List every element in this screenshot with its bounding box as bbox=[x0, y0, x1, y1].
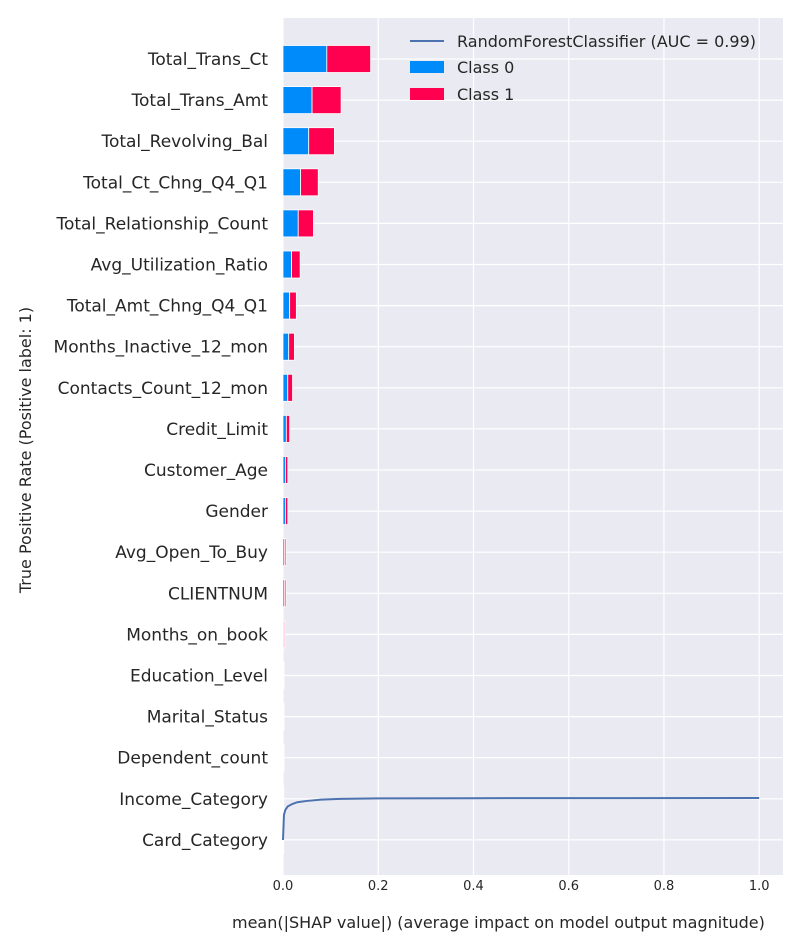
feature-label: Credit_Limit bbox=[166, 420, 268, 440]
feature-label: Total_Relationship_Count bbox=[55, 214, 268, 234]
bar-class-1 bbox=[300, 168, 319, 197]
bar-class-1 bbox=[285, 414, 291, 443]
feature-label: Total_Trans_Ct bbox=[147, 50, 268, 70]
bars bbox=[282, 45, 372, 854]
y-axis-label: True Positive Rate (Positive label: 1) bbox=[16, 307, 35, 594]
plot-background bbox=[283, 18, 783, 875]
bar-class-1 bbox=[308, 127, 335, 156]
legend-label-1: Class 1 bbox=[457, 85, 514, 104]
feature-label: Months_Inactive_12_mon bbox=[54, 338, 268, 358]
feature-label: Card_Category bbox=[142, 831, 268, 851]
feature-label: Income_Category bbox=[119, 790, 268, 810]
bar-class-1 bbox=[283, 743, 285, 772]
legend-label-0: Class 0 bbox=[457, 58, 514, 77]
feature-label: Total_Trans_Amt bbox=[131, 91, 269, 111]
bar-class-0 bbox=[282, 209, 299, 238]
x-tick-label: 0.4 bbox=[463, 879, 484, 894]
bar-class-0 bbox=[282, 86, 313, 114]
feature-label: Total_Ct_Chng_Q4_Q1 bbox=[82, 173, 268, 193]
feature-label: Contacts_Count_12_mon bbox=[58, 379, 268, 399]
bar-class-1 bbox=[283, 702, 285, 731]
bar-class-1 bbox=[326, 45, 372, 73]
feature-label: Avg_Utilization_Ratio bbox=[91, 256, 268, 276]
bar-class-1 bbox=[287, 373, 293, 402]
bar-class-0 bbox=[282, 414, 287, 443]
bar-class-0 bbox=[282, 45, 328, 73]
legend: RandomForestClassifier (AUC = 0.99) Class… bbox=[410, 32, 756, 104]
x-tick-label: 0.6 bbox=[558, 879, 579, 894]
bar-class-1 bbox=[282, 784, 285, 813]
feature-label: Total_Amt_Chng_Q4_Q1 bbox=[66, 297, 268, 317]
bar-class-1 bbox=[284, 456, 289, 484]
feature-label: CLIENTNUM bbox=[168, 584, 268, 604]
bar-class-0 bbox=[282, 373, 289, 402]
x-tick-label: 1.0 bbox=[749, 879, 770, 894]
bar-class-1 bbox=[283, 661, 285, 690]
feature-label: Months_on_book bbox=[126, 625, 268, 645]
bar-class-0 bbox=[282, 127, 310, 156]
bar-class-0 bbox=[282, 332, 290, 361]
feature-label: Avg_Open_To_Buy bbox=[115, 543, 268, 563]
bar-class-0 bbox=[282, 250, 292, 279]
feature-label: Total_Revolving_Bal bbox=[100, 132, 268, 152]
feature-label: Education_Level bbox=[130, 667, 268, 687]
legend-swatch-0 bbox=[410, 61, 444, 73]
feature-label: Dependent_count bbox=[117, 749, 268, 769]
x-ticks: 0.0 0.2 0.4 0.6 0.8 1.0 bbox=[273, 879, 770, 894]
legend-roc-label: RandomForestClassifier (AUC = 0.99) bbox=[457, 32, 756, 51]
bar-class-1 bbox=[283, 620, 286, 649]
bar-class-1 bbox=[284, 497, 289, 526]
bar-class-0 bbox=[282, 168, 302, 197]
bar-class-1 bbox=[289, 291, 297, 320]
roc-curve-line bbox=[282, 797, 760, 841]
feature-label: Gender bbox=[205, 502, 268, 522]
bar-class-1 bbox=[288, 332, 295, 361]
bar-class-1 bbox=[284, 538, 287, 567]
feature-label: Customer_Age bbox=[144, 461, 268, 481]
bar-class-1 bbox=[311, 86, 342, 114]
bar-class-1 bbox=[284, 579, 287, 608]
bar-class-0 bbox=[282, 291, 291, 320]
x-axis-label: mean(|SHAP value|) (average impact on mo… bbox=[232, 913, 765, 932]
legend-swatch-1 bbox=[410, 88, 444, 100]
x-tick-label: 0.0 bbox=[273, 879, 294, 894]
x-tick-label: 0.8 bbox=[654, 879, 675, 894]
bar-class-1 bbox=[297, 209, 314, 238]
feature-labels: Total_Trans_Ct Total_Trans_Amt Total_Revol… bbox=[54, 50, 269, 851]
bar-class-1 bbox=[291, 250, 301, 279]
x-tick-label: 0.2 bbox=[368, 879, 389, 894]
feature-label: Marital_Status bbox=[147, 708, 268, 728]
roc-curve-group bbox=[282, 797, 760, 841]
